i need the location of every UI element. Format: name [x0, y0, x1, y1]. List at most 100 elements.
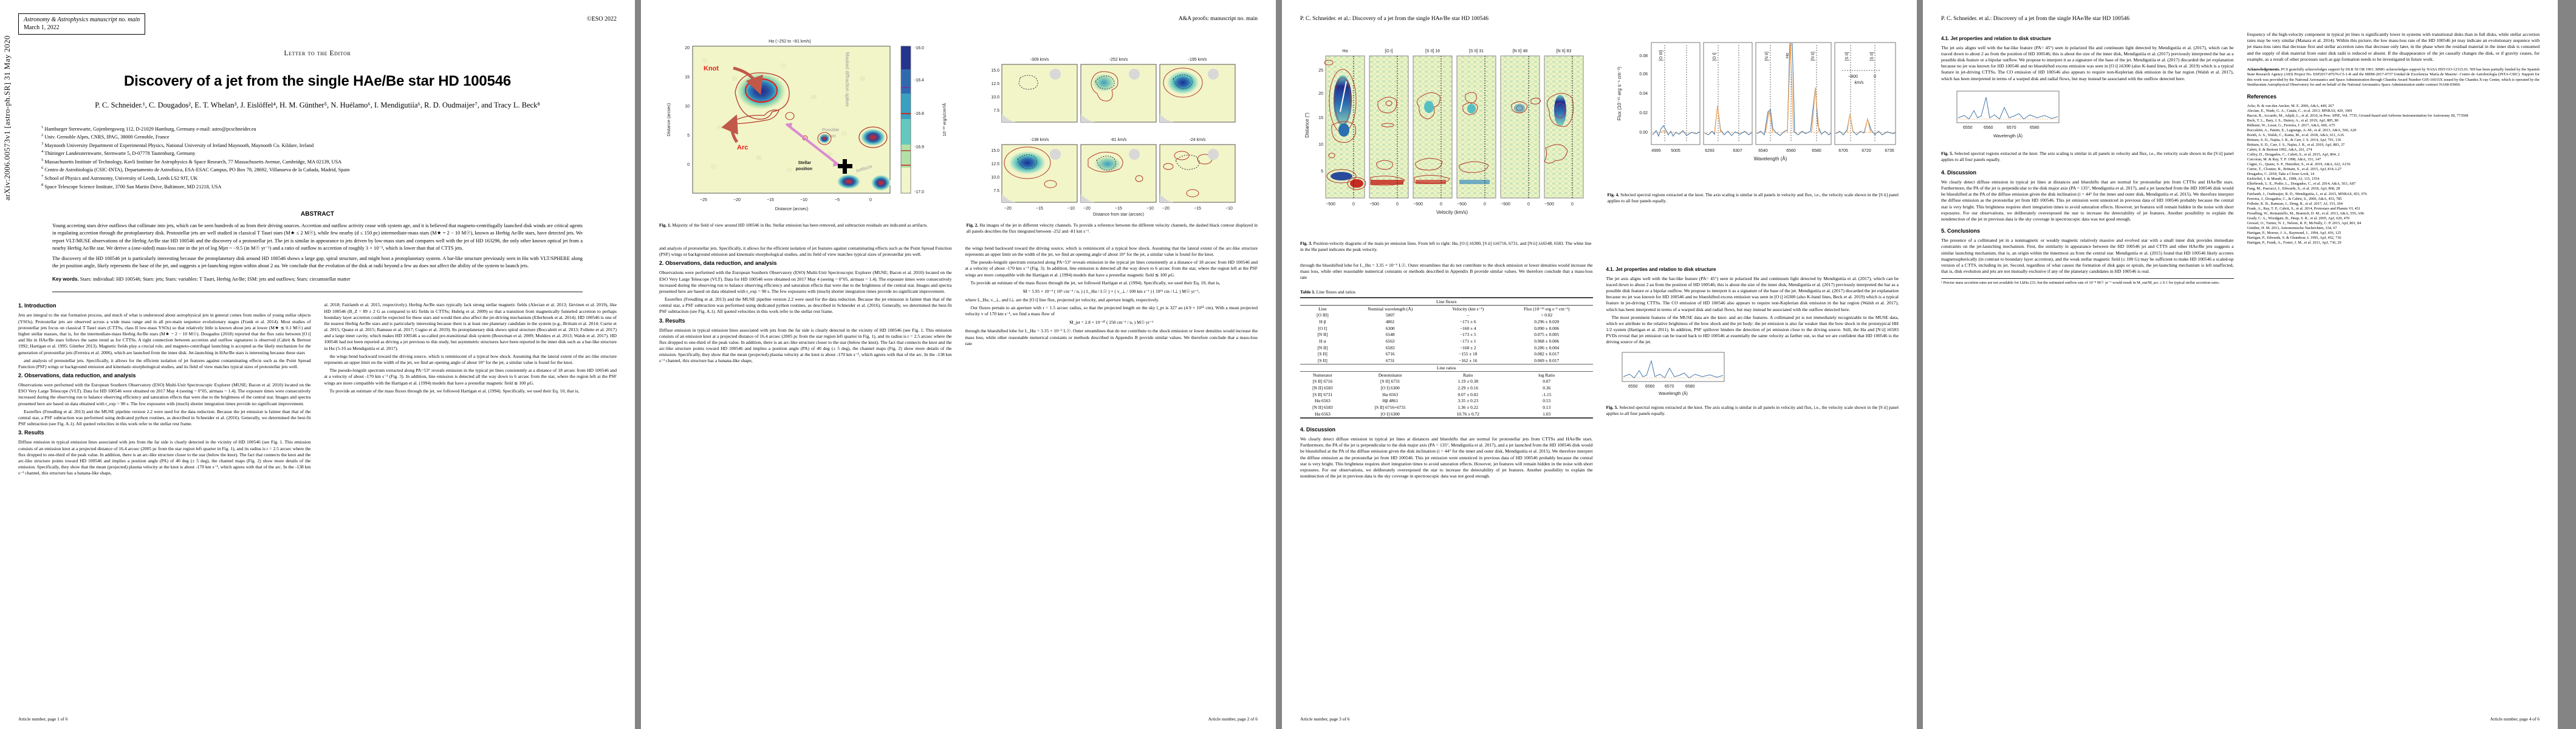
intro-paragraph-2: al. 2018; Fairlamb et al. 2015, respecti…: [324, 302, 617, 351]
svg-text:−500: −500: [1544, 202, 1554, 207]
affiliation-item: 7 School of Physics and Astronomy, Unive…: [41, 174, 198, 181]
figure-4-ylabel: Flux (10⁻¹⁵ erg s⁻¹ cm⁻²): [1617, 66, 1622, 120]
table-1-section-2: Line ratios: [1436, 364, 1456, 371]
figure-3-plot: Hα: [1304, 49, 1584, 215]
p2-eq-ratio: Our fluxes pertain to an aperture with r…: [965, 305, 1258, 317]
table-row: [N II] 6583 −168 ± 2 0.206 ± 0.004: [1317, 344, 1560, 351]
table-row: [S II] 6716 −155 ± 18 0.082 ± 0.017: [1318, 351, 1560, 357]
reference-item: Hartigan, P., Frank, A., Foster, J. M., …: [2247, 241, 2341, 245]
svg-text:−20: −20: [1004, 207, 1012, 211]
svg-text:−500: −500: [1326, 202, 1335, 207]
author-list: P. C. Schneider.¹, C. Dougados², E. T. W…: [95, 101, 540, 109]
running-head-left: P. C. Schneider. et al.: Discovery of a …: [1941, 16, 2130, 22]
svg-text:position: position: [796, 167, 812, 171]
figure-1-caption: Fig. 1. Majority of the field of view ar…: [659, 222, 928, 228]
svg-text:−15: −15: [1194, 207, 1201, 211]
svg-text:−25: −25: [700, 198, 707, 202]
page2-column-right: the wings bend backward toward the drivi…: [965, 245, 1258, 366]
svg-text:−20: −20: [733, 198, 741, 202]
page-3: P. C. Schneider. et al.: Discovery of a …: [1282, 0, 1917, 729]
p3-jet-paragraph: The jet axis aligns well with the bar-li…: [1606, 275, 1899, 312]
page-footer-3: Article number, page 3 of 6: [1300, 716, 1899, 722]
figure-3-caption: Fig. 3. Position-velocity diagrams of th…: [1300, 241, 1592, 252]
manuscript-stamp: Astronomy & Astrophysics manuscript no. …: [18, 13, 146, 35]
svg-text:−500: −500: [1369, 202, 1379, 207]
figure-3-panels: Hα: [1324, 49, 1584, 199]
svg-text:10: 10: [1318, 143, 1323, 147]
keywords-text: Stars: individual: HD 100546; Stars: jet…: [80, 276, 351, 282]
svg-text:−500: −500: [1457, 202, 1467, 207]
page-4: P. C. Schneider. et al.: Discovery of a …: [1923, 0, 2558, 729]
svg-text:4995: 4995: [1651, 149, 1661, 153]
page4-column-left: 4.1. Jet properties and relation to disk…: [1941, 32, 2234, 286]
equation-mass-flux: Ṁ = 5.95 × 10⁻⁹ ( 10⁶ cm⁻³ / nₑ ) ( L_Hα…: [1023, 289, 1200, 294]
svg-text:0: 0: [1874, 75, 1876, 79]
svg-text:0.06: 0.06: [1639, 72, 1648, 77]
svg-text:[O I]: [O I]: [1713, 53, 1717, 61]
reference-item: Eislöeffel, J. & Mundt, R., 1998, AJ, 11…: [2247, 177, 2320, 182]
reference-item: Ferreira, J., Dougados, C., & Cabrit, S.…: [2247, 196, 2342, 201]
reference-item: Cabrit, S. & Bertout 1992, A&A, 261, 274: [2247, 148, 2312, 152]
svg-text:-81 km/s: -81 km/s: [1110, 138, 1126, 142]
equation-mdot-jet: Ṁ_jet = 2.8 × 10⁻¹⁰ ( 250 cm⁻³ / nₑ ) M☉…: [1069, 320, 1154, 326]
figure-3-xlabel: Velocity (km/s): [1436, 210, 1468, 215]
obs-paragraph-2: Esoreflex (Freudling et al. 2013) and th…: [18, 408, 311, 427]
svg-text:−15: −15: [767, 198, 774, 202]
reference-item: Currie, T., Cloutier, R., Brittain, S., …: [2247, 167, 2342, 172]
p2-eq-tail-2: through the blueshifted lobe for L_Hα = …: [965, 328, 1258, 346]
svg-text:10.0: 10.0: [991, 176, 999, 180]
svg-text:Wavelength (Å): Wavelength (Å): [1659, 391, 1688, 396]
figure-1-xlabel: Distance (arcsec): [775, 207, 808, 211]
svg-text:-16.0: -16.0: [914, 46, 924, 50]
affiliation-item: 8 Space Telescope Science Institute, 370…: [41, 182, 222, 190]
manuscript-line-1: Astronomy & Astrophysics manuscript no. …: [24, 16, 140, 23]
svg-text:0: 0: [687, 163, 690, 167]
table-1-header: Line: [1318, 306, 1327, 312]
svg-text:6570: 6570: [1665, 385, 1674, 389]
svg-text:6540: 6540: [1758, 149, 1768, 153]
table-1-header: Nominal wavelength (Å): [1368, 306, 1413, 312]
table-1: Table 1. Line fluxes and ratios Line flu…: [1300, 289, 1593, 419]
reference-item: Booth, A. S., Walsh, C., Kama, M., et al…: [2247, 132, 2344, 137]
affiliation-item: 4 Thüringer Landessternwarte, Sternwarte…: [41, 149, 196, 157]
abstract-paragraph-2: The discovery of the HD 100546 jet is pa…: [52, 255, 583, 269]
svg-text:−15: −15: [1115, 207, 1122, 211]
acknowledgements-text: PCS gratefully acknowledges support by D…: [2247, 67, 2540, 87]
figure-1-panel-title: Hα (−252 to −81 km/s): [769, 39, 811, 44]
p4-jet-paragraph: The jet axis aligns well with the bar-li…: [1941, 44, 2234, 81]
svg-text:-24 km/s: -24 km/s: [1189, 138, 1205, 142]
svg-text:-16.4: -16.4: [914, 78, 924, 83]
figure-5-caption-left: Fig. 5. Selected spectral regions extrac…: [1941, 150, 2234, 162]
figure-4: [O III] [O I] [N II] Hα [N II] [S II] [S…: [1608, 34, 1899, 253]
svg-text:0: 0: [1571, 202, 1574, 207]
p3-subsection-jet: 4.1. Jet properties and relation to disk…: [1606, 266, 1716, 272]
svg-text:[S II] 31: [S II] 31: [1469, 49, 1484, 53]
svg-text:0: 0: [869, 198, 872, 202]
svg-text:−20: −20: [1083, 207, 1091, 211]
page-footer-1: Article number, page 1 of 6: [18, 716, 617, 722]
svg-text:Wavelength (Å): Wavelength (Å): [1993, 133, 2023, 139]
svg-text:5: 5: [1321, 169, 1323, 174]
svg-text:0: 0: [1527, 202, 1530, 207]
svg-text:20: 20: [685, 46, 690, 50]
svg-text:5: 5: [687, 134, 690, 138]
p3-eq-tail: through the blueshifted lobe for L_Hα = …: [1300, 262, 1593, 281]
figure-4-caption: Fig. 4. Selected spectral regions extrac…: [1607, 192, 1899, 204]
svg-text:7.5: 7.5: [993, 109, 999, 113]
svg-text:0.00: 0.00: [1639, 131, 1648, 135]
svg-text:0: 0: [1352, 202, 1355, 207]
figure-5-caption: Fig. 5. Selected spectral regions extrac…: [1606, 404, 1899, 416]
table-1-header: Velocity (km s⁻¹): [1452, 306, 1484, 312]
svg-text:−10: −10: [800, 198, 807, 202]
column-left: 1. Introduction Jets are integral to the…: [18, 302, 311, 478]
table-1-grid: Line fluxes Line Nominal wavelength (Å) …: [1300, 297, 1593, 419]
svg-text:6560: 6560: [1645, 385, 1655, 389]
p4-conclusions-paragraph: The presence of a collimated jet in a no…: [1941, 238, 2234, 275]
figure-5-plot: 6550 6560 6570 6580 Wavelength (Å): [1622, 352, 1724, 396]
reference-item: Boccaletti, A., Pantin, E., Lagrange, A.…: [2247, 128, 2357, 132]
figure-5-plot-left: 6550 6560 6570 6580 Wavelength (Å): [1956, 91, 2060, 139]
svg-text:15: 15: [1318, 116, 1323, 120]
svg-text:0: 0: [1396, 202, 1399, 207]
reference-item: Frank, A., Ray, T. P., Cabrit, S., et al…: [2247, 206, 2361, 211]
svg-text:6560: 6560: [1786, 149, 1796, 153]
